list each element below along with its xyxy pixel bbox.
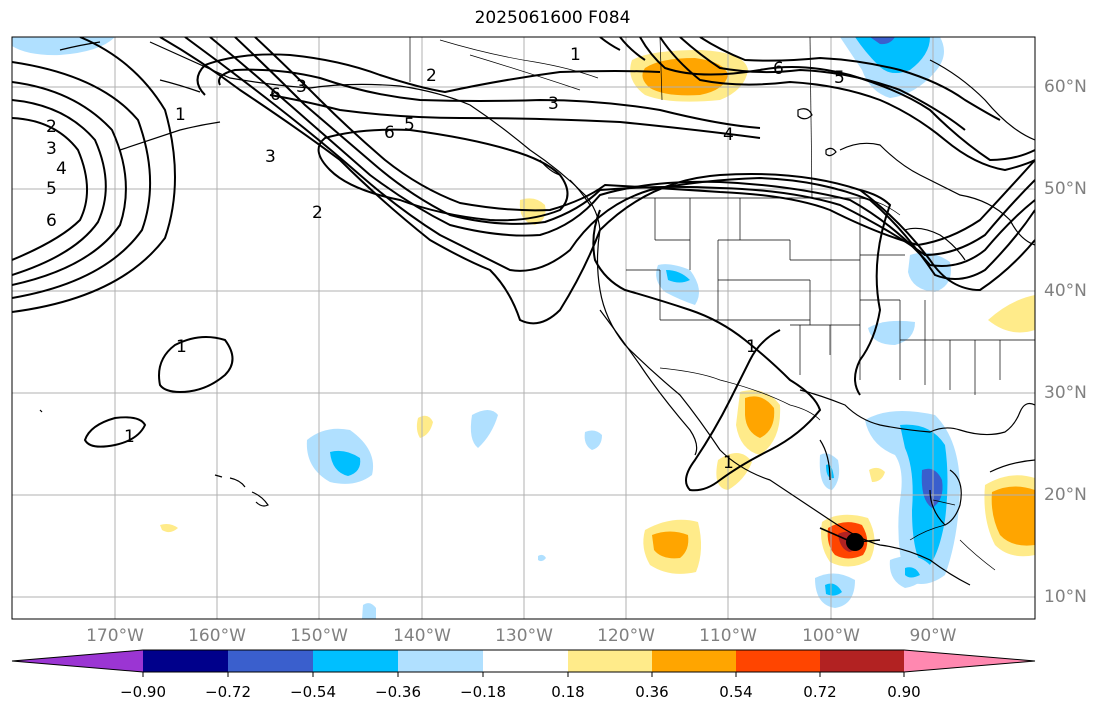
lon-tick-label: 100°W bbox=[802, 626, 860, 646]
map-title: 2025061600 F084 bbox=[474, 8, 631, 28]
contour-label: 1 bbox=[124, 427, 135, 447]
colorbar-label: −0.90 bbox=[120, 683, 166, 701]
contour-label: 3 bbox=[296, 77, 307, 97]
colorbar-label: 0.90 bbox=[887, 683, 921, 701]
tropical-cyclone-marker bbox=[819, 527, 881, 551]
colorbar-label: −0.18 bbox=[460, 683, 506, 701]
contour-label: 2 bbox=[46, 117, 57, 137]
lon-tick-label: 130°W bbox=[495, 626, 553, 646]
colorbar-ticks bbox=[142, 672, 905, 677]
contour-label: 2 bbox=[426, 66, 437, 86]
colorbar-segment bbox=[483, 650, 568, 672]
colorbar-label: 0.36 bbox=[635, 683, 669, 701]
contour-label: 1 bbox=[746, 337, 757, 357]
colorbar-low-extension bbox=[12, 650, 143, 672]
colorbar-segment bbox=[313, 650, 398, 672]
lat-tick-label: 30°N bbox=[1044, 383, 1087, 403]
contour-label: 1 bbox=[723, 453, 734, 473]
contour-label: 1 bbox=[176, 337, 187, 357]
lon-tick-label: 150°W bbox=[290, 626, 348, 646]
colorbar-label: 0.54 bbox=[719, 683, 753, 701]
map-layers: 2 3 4 5 6 1 3 2 6 5 2 3 1 6 5 4 6 3 1 1 … bbox=[12, 37, 1035, 619]
contour-label: 3 bbox=[265, 147, 276, 167]
lon-tick-label: 120°W bbox=[597, 626, 655, 646]
lat-tick-label: 40°N bbox=[1044, 281, 1087, 301]
contour-label: 4 bbox=[56, 159, 67, 179]
lon-tick-label: 90°W bbox=[909, 626, 957, 646]
map-frame bbox=[11, 36, 1036, 620]
colorbar-label: 0.72 bbox=[803, 683, 837, 701]
colorbar-segment bbox=[820, 650, 904, 672]
contour-label: 6 bbox=[46, 211, 57, 231]
contour-label: 5 bbox=[834, 68, 845, 88]
contour-label: 5 bbox=[46, 179, 57, 199]
contour-label: 6 bbox=[270, 85, 281, 105]
colorbar-segment bbox=[143, 650, 228, 672]
contour-label: 6 bbox=[384, 123, 395, 143]
colorbar bbox=[11, 649, 1036, 677]
contour-label: 5 bbox=[404, 115, 415, 135]
contour-label-group: 2 3 4 5 6 1 3 2 6 5 2 3 1 6 5 4 6 3 1 1 … bbox=[46, 45, 845, 473]
colorbar-high-extension bbox=[904, 650, 1035, 672]
colorbar-label: −0.54 bbox=[290, 683, 336, 701]
contour-label: 3 bbox=[46, 139, 57, 159]
contour-label: 2 bbox=[312, 203, 323, 223]
contour-label: 6 bbox=[773, 59, 784, 79]
lat-tick-label: 60°N bbox=[1044, 77, 1087, 97]
lat-tick-label: 10°N bbox=[1044, 587, 1087, 607]
colorbar-segment bbox=[652, 650, 736, 672]
shading-layer bbox=[12, 37, 1035, 619]
lon-tick-label: 160°W bbox=[188, 626, 246, 646]
colorbar-label: 0.18 bbox=[551, 683, 585, 701]
colorbar-segment bbox=[736, 650, 820, 672]
colorbar-segment bbox=[228, 650, 313, 672]
contour-label: 4 bbox=[723, 125, 734, 145]
lon-tick-label: 170°W bbox=[86, 626, 144, 646]
coastlines bbox=[39, 41, 1035, 586]
contour-label: 3 bbox=[548, 94, 559, 114]
lat-tick-label: 50°N bbox=[1044, 179, 1087, 199]
colorbar-label: −0.72 bbox=[205, 683, 251, 701]
lon-tick-label: 110°W bbox=[699, 626, 757, 646]
colorbar-segment bbox=[568, 650, 652, 672]
lat-tick-label: 20°N bbox=[1044, 485, 1087, 505]
colorbar-label: −0.36 bbox=[375, 683, 421, 701]
lon-tick-label: 140°W bbox=[393, 626, 451, 646]
contour-label: 1 bbox=[175, 105, 186, 125]
contour-label: 1 bbox=[570, 45, 581, 65]
graticule bbox=[12, 37, 1035, 619]
contour-lines bbox=[12, 37, 1035, 492]
colorbar-segment bbox=[398, 650, 483, 672]
